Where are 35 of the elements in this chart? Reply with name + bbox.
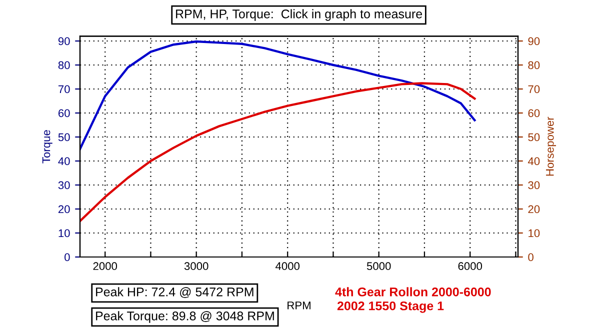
y-tick-label: 60 <box>58 109 70 118</box>
y-tick-label: 30 <box>58 181 70 190</box>
text: 4th Gear Rollon 2000-6000 <box>335 287 491 296</box>
line-series <box>80 82 476 222</box>
y-tick-label: 10 <box>58 229 70 238</box>
y-tick-label: 80 <box>58 61 70 70</box>
text: 2002 1550 Stage 1 <box>337 301 444 313</box>
x-tick-label: 6000 <box>458 262 482 270</box>
x-tick-label: 5000 <box>366 262 391 270</box>
y2-tick-label: 60 <box>528 109 540 118</box>
y-tick-label: 90 <box>58 37 70 46</box>
y2-tick-label: 90 <box>528 37 540 46</box>
x-tick-label: 4000 <box>275 262 300 270</box>
x-axis-title: RPM <box>288 302 310 310</box>
y2-tick-label: 80 <box>528 61 540 70</box>
y2-tick-label: 10 <box>528 229 540 238</box>
y2-tick-label: 70 <box>528 85 540 94</box>
y2-tick-label: 50 <box>528 133 540 142</box>
x-tick-label: 2000 <box>93 262 118 270</box>
text: Peak Torque: 89.8 @ 3048 RPM <box>96 311 274 323</box>
y-tick-label: 20 <box>58 205 70 214</box>
chart-title: RPM, HP, Torque: Click in graph to measure <box>176 9 422 21</box>
y-axis-title: Torque <box>42 130 52 164</box>
y-tick-label: 40 <box>58 157 70 166</box>
y-tick-label: 70 <box>58 85 70 94</box>
y2-tick-label: 30 <box>528 181 540 190</box>
line-series <box>80 40 476 150</box>
y2-axis-title: Horsepower <box>546 116 556 176</box>
y2-tick-label: 20 <box>528 205 540 214</box>
text: Peak HP: 72.4 @ 5472 RPM <box>96 287 254 298</box>
y2-tick-label: 0 <box>528 253 534 262</box>
x-tick-label: 3000 <box>184 262 208 270</box>
y-tick-label: 0 <box>64 253 70 262</box>
y-tick-label: 50 <box>58 133 70 142</box>
y2-tick-label: 40 <box>528 157 540 166</box>
